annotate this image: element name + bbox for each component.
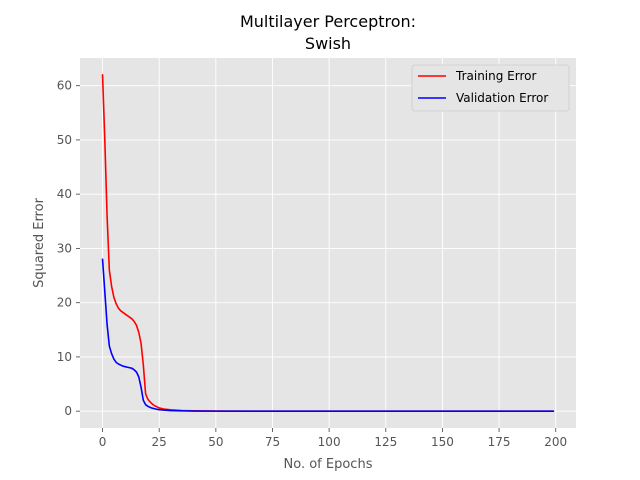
y-tick-label: 50 [57, 133, 72, 147]
legend-label-validation: Validation Error [456, 91, 548, 105]
y-tick-label: 60 [57, 79, 72, 93]
legend-label-training: Training Error [455, 69, 536, 83]
chart-title-line-1: Multilayer Perceptron: [240, 12, 416, 31]
x-tick-label: 125 [374, 435, 397, 449]
legend-box [411, 64, 570, 112]
x-tick-label: 75 [265, 435, 280, 449]
x-tick-label: 0 [99, 435, 107, 449]
series-line-validation [101, 258, 555, 412]
chart-title-line-2: Swish [305, 34, 351, 53]
y-tick-label: 10 [57, 350, 72, 364]
x-tick-label: 175 [488, 435, 511, 449]
x-tick-label: 150 [431, 435, 454, 449]
x-tick-labels: 0 25 50 75 100 125 150 175 200 [99, 428, 567, 449]
y-tick-label: 30 [57, 241, 72, 255]
x-axis-label: No. of Epochs [284, 457, 373, 472]
x-tick-label: 200 [544, 435, 567, 449]
x-tick-label: 25 [152, 435, 167, 449]
y-tick-label: 20 [57, 296, 72, 310]
y-tick-label: 0 [64, 404, 72, 418]
y-axis-label: Squared Error [32, 197, 47, 287]
legend: Training Error Validation Error [411, 64, 570, 112]
x-tick-label: 50 [208, 435, 223, 449]
x-tick-label: 100 [318, 435, 341, 449]
y-tick-label: 40 [57, 187, 72, 201]
plot-background [80, 58, 576, 428]
y-tick-labels: 0 10 20 30 40 50 60 [57, 79, 80, 418]
grid [80, 58, 576, 428]
series-lines [101, 74, 555, 412]
